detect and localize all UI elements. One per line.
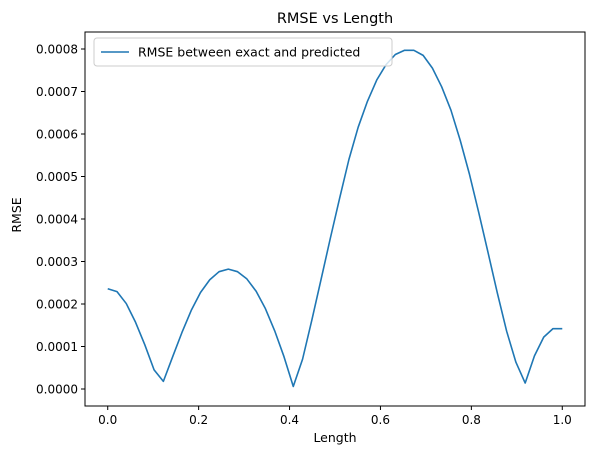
y-tick-label: 0.0002 bbox=[36, 298, 78, 312]
y-tick-label: 0.0005 bbox=[36, 170, 78, 184]
legend: RMSE between exact and predicted bbox=[93, 37, 393, 67]
y-tick-label: 0.0000 bbox=[36, 383, 78, 397]
x-tick-label: 0.6 bbox=[371, 413, 390, 427]
series-line-0 bbox=[107, 49, 563, 388]
y-tick-label: 0.0008 bbox=[36, 43, 78, 57]
x-axis-label: Length bbox=[313, 430, 356, 445]
y-tick-label: 0.0004 bbox=[36, 213, 78, 227]
y-tick-label: 0.0001 bbox=[36, 340, 78, 354]
y-tick-label: 0.0003 bbox=[36, 255, 78, 269]
x-axis-ticks: 0.0 0.2 0.4 0.6 0.8 1.0 bbox=[98, 406, 572, 427]
y-axis-ticks: 0.0000 0.0001 0.0002 0.0003 0.0004 0.0005 0.00… bbox=[36, 43, 85, 397]
legend-entry-label: RMSE between exact and predicted bbox=[138, 45, 360, 60]
series-layer bbox=[107, 49, 563, 388]
x-tick-label: 0.2 bbox=[189, 413, 208, 427]
y-tick-label: 0.0006 bbox=[36, 128, 78, 142]
x-tick-label: 1.0 bbox=[553, 413, 572, 427]
plot-area: 0.0 0.2 0.4 0.6 0.8 1.0 0.00000.00010.00020.0… bbox=[36, 31, 586, 427]
x-tick-label: 0.0 bbox=[98, 413, 117, 427]
y-tick-label: 0.0007 bbox=[36, 85, 78, 99]
y-axis-label: RMSE bbox=[9, 197, 24, 232]
x-tick-label: 0.8 bbox=[462, 413, 481, 427]
legend-box bbox=[93, 37, 393, 67]
x-tick-label: 0.4 bbox=[280, 413, 299, 427]
chart-title: RMSE vs Length bbox=[277, 11, 393, 27]
